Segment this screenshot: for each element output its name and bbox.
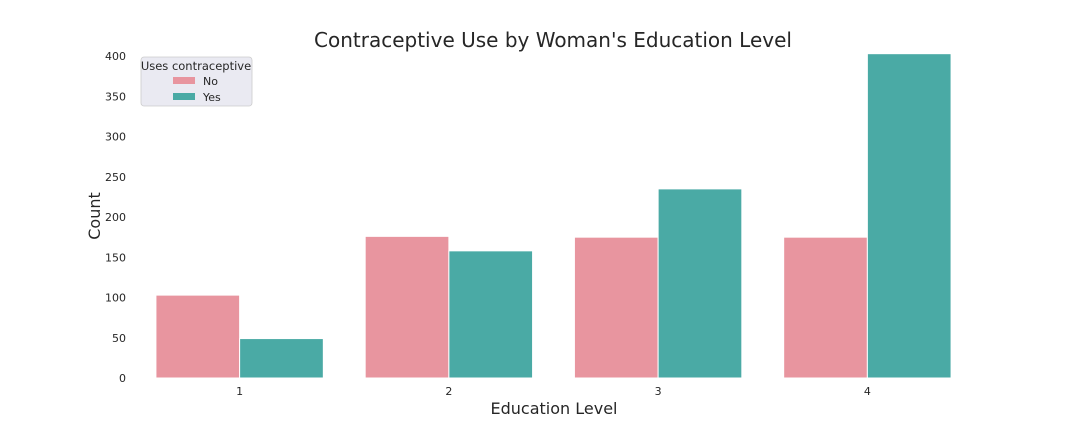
legend-box [140,56,253,107]
bar-no-4 [783,236,868,379]
legend-title: Uses contraceptive [141,59,251,73]
legend-label-yes: Yes [202,91,221,104]
legend-swatch-no [173,77,195,84]
y-axis-ticks: 0 50 100 150 200 250 300 350 400 [105,50,126,385]
y-tick-label: 100 [105,292,126,305]
y-tick-label: 400 [105,50,126,63]
x-tick-label: 1 [236,385,243,398]
y-axis-label: Count [85,192,104,240]
y-tick-label: 0 [119,372,126,385]
legend: Uses contraceptive No Yes [140,56,253,107]
y-tick-label: 300 [105,131,126,144]
bar-no-1 [155,294,241,379]
bar-no-2 [364,235,450,379]
x-tick-label: 4 [864,385,871,398]
y-tick-label: 350 [105,90,126,103]
bar-yes-3 [657,188,743,379]
x-tick-label: 2 [445,385,452,398]
y-tick-label: 250 [105,171,126,184]
x-axis-ticks: 1 2 3 4 [236,385,871,398]
legend-label-no: No [203,75,218,88]
y-tick-label: 150 [105,251,126,264]
legend-swatch-yes [173,93,195,100]
bar-yes-4 [866,53,952,379]
bar-yes-1 [239,338,324,379]
y-tick-label: 200 [105,211,126,224]
x-tick-label: 3 [655,385,662,398]
chart-title: Contraceptive Use by Woman's Education L… [314,28,792,52]
x-axis-label: Education Level [491,399,618,418]
y-tick-label: 50 [112,332,126,345]
bar-no-3 [573,236,659,379]
bars [155,53,952,379]
bar-yes-2 [448,250,534,379]
